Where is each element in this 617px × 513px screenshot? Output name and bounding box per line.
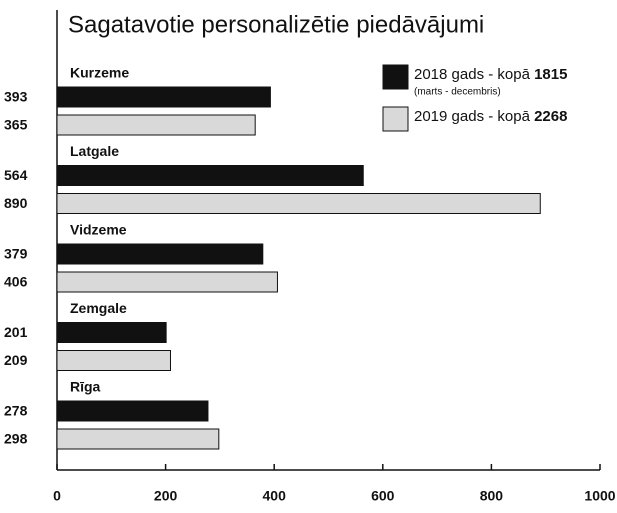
category-label: Kurzeme <box>70 65 129 81</box>
value-label: 393 <box>4 89 28 105</box>
bar <box>56 193 541 214</box>
category-label: Latgale <box>70 143 119 159</box>
bar <box>56 428 220 450</box>
legend-name: 2019 gads - kopā <box>414 108 531 125</box>
value-label: 365 <box>4 117 28 133</box>
bar <box>56 86 271 108</box>
value-label: 379 <box>4 246 28 262</box>
x-tick-label: 200 <box>154 488 178 504</box>
x-tick-label: 1000 <box>584 488 615 504</box>
legend-total: 1815 <box>534 66 567 83</box>
category-label: Zemgale <box>70 300 127 316</box>
value-label: 278 <box>4 403 28 419</box>
category-label: Vidzeme <box>70 222 127 238</box>
bar <box>56 322 167 343</box>
bar <box>56 165 364 186</box>
bar <box>56 350 171 371</box>
bar <box>56 114 256 136</box>
value-label: 209 <box>4 352 28 368</box>
value-label: 298 <box>4 431 28 447</box>
value-label: 201 <box>4 324 28 340</box>
category-label: Rīga <box>70 379 101 395</box>
bar <box>56 400 209 422</box>
legend-name: 2018 gads - kopā <box>414 66 531 83</box>
bar <box>56 243 264 265</box>
x-tick-label: 800 <box>480 488 504 504</box>
x-tick-label: 0 <box>53 488 61 504</box>
legend-note: (marts - decembris) <box>414 87 501 98</box>
legend-swatch <box>382 64 409 90</box>
value-label: 406 <box>4 274 28 290</box>
value-label: 890 <box>4 195 28 211</box>
legend-total: 2268 <box>534 108 567 125</box>
legend-label: 2018 gads - kopā 1815 <box>414 66 567 83</box>
value-label: 564 <box>4 167 28 183</box>
bar <box>56 271 278 293</box>
x-tick-label: 400 <box>263 488 287 504</box>
legend-swatch <box>382 106 409 132</box>
chart-title: Sagatavotie personalizētie piedāvājumi <box>68 11 484 38</box>
x-tick-label: 600 <box>371 488 395 504</box>
legend-label: 2019 gads - kopā 2268 <box>414 108 567 125</box>
